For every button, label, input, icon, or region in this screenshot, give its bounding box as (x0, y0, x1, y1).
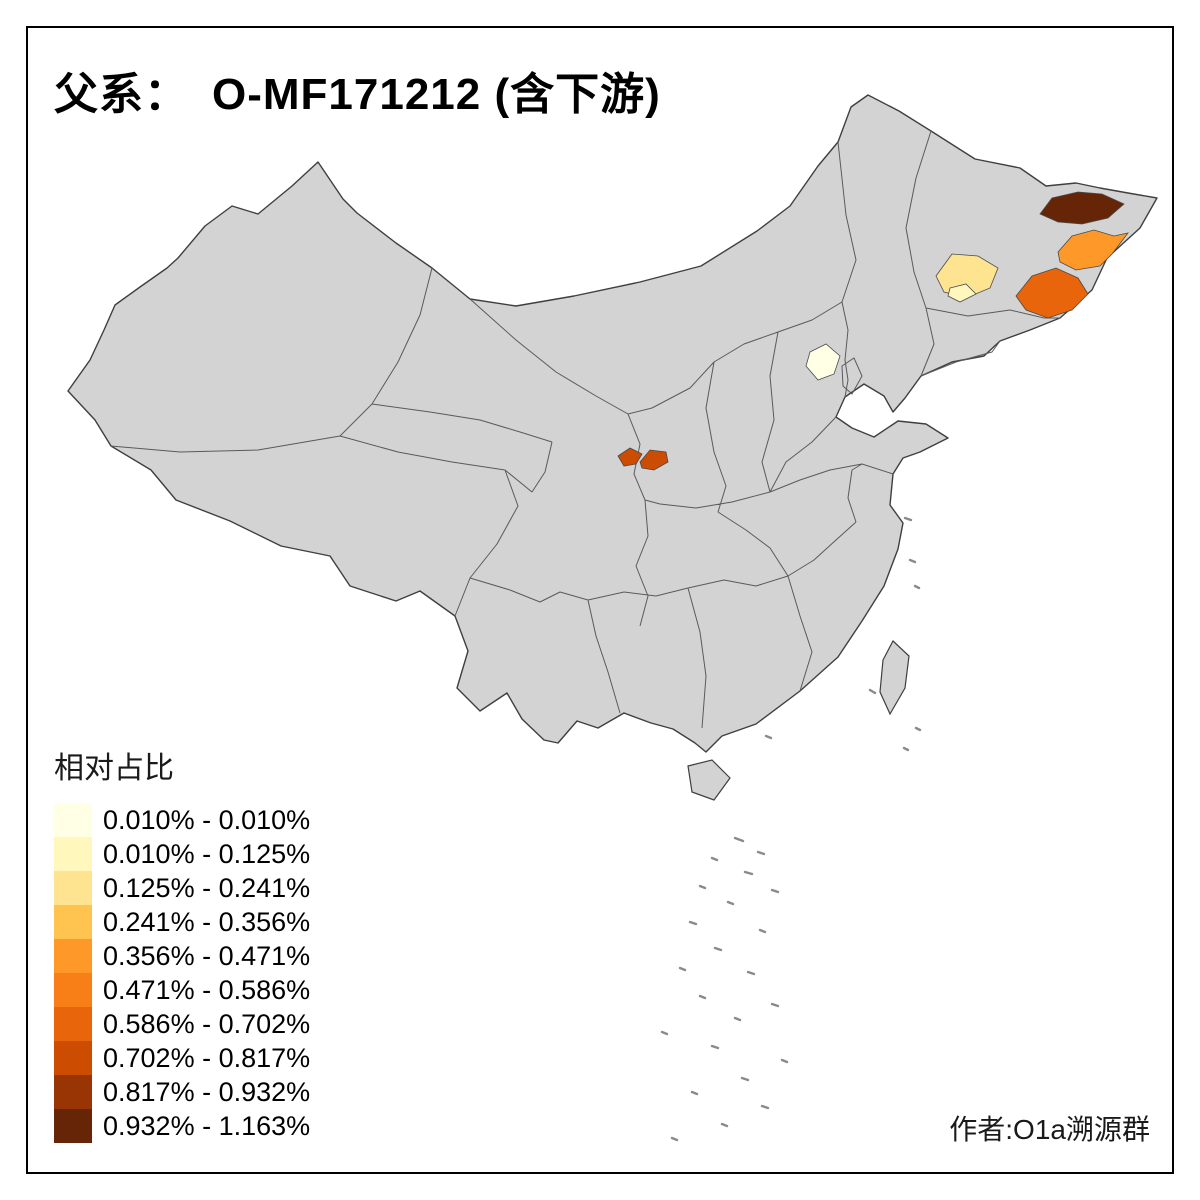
map-region-central-west-small-2 (639, 449, 669, 471)
map-region-northeast-central (935, 253, 999, 299)
legend-swatch (54, 1007, 92, 1041)
map-region-beijing-area (805, 343, 841, 381)
legend-swatch (54, 1041, 92, 1075)
legend-row: 0.586% - 0.702% (54, 1007, 310, 1041)
legend-label: 0.586% - 0.702% (103, 1008, 311, 1039)
map-region-northeast-east-coastal (1057, 229, 1129, 271)
legend-label: 0.241% - 0.356% (103, 906, 311, 937)
legend-title: 相对占比 (54, 752, 174, 785)
legend-label: 0.010% - 0.010% (103, 804, 311, 835)
legend-row: 0.125% - 0.241% (54, 871, 310, 905)
author-credit: 作者:O1a溯源群 (949, 1114, 1150, 1145)
map-region-northeast-central-small (947, 283, 977, 303)
legend: 相对占比 0.010% - 0.010% 0.010% - 0.125% 0.1… (54, 743, 310, 1143)
legend-label: 0.356% - 0.471% (103, 940, 311, 971)
legend-swatch (54, 803, 92, 837)
province-borders (110, 130, 1060, 729)
legend-swatch (54, 1075, 92, 1109)
china-mainland (67, 94, 1158, 753)
tianjin-outline (841, 357, 863, 395)
legend-swatch (54, 905, 92, 939)
legend-swatch (54, 871, 92, 905)
hainan-island (687, 759, 731, 801)
map-region-northeast-southeast (1015, 267, 1089, 319)
taiwan-island (879, 640, 910, 716)
legend-row: 0.932% - 1.163% (54, 1109, 310, 1143)
legend-row: 0.471% - 0.586% (54, 973, 310, 1007)
page-title: 父系： O-MF171212 (含下游) (54, 70, 661, 119)
legend-label: 0.702% - 0.817% (103, 1042, 311, 1073)
map-region-far-northeast-tip (1039, 191, 1125, 225)
legend-swatch (54, 973, 92, 1007)
legend-row: 0.817% - 0.932% (54, 1075, 310, 1109)
legend-label: 0.125% - 0.241% (103, 872, 311, 903)
legend-swatch (54, 939, 92, 973)
legend-row: 0.010% - 0.125% (54, 837, 310, 871)
legend-label: 0.471% - 0.586% (103, 974, 311, 1005)
legend-row: 0.241% - 0.356% (54, 905, 310, 939)
legend-row: 0.356% - 0.471% (54, 939, 310, 973)
legend-row: 0.010% - 0.010% (54, 803, 310, 837)
legend-swatch (54, 1109, 92, 1143)
legend-label: 0.010% - 0.125% (103, 838, 311, 869)
map-region-central-west-small-1 (617, 447, 643, 467)
legend-row: 0.702% - 0.817% (54, 1041, 310, 1075)
legend-label: 0.932% - 1.163% (103, 1110, 311, 1141)
legend-label: 0.817% - 0.932% (103, 1076, 311, 1107)
legend-swatch (54, 837, 92, 871)
sea-islands (660, 516, 922, 1142)
